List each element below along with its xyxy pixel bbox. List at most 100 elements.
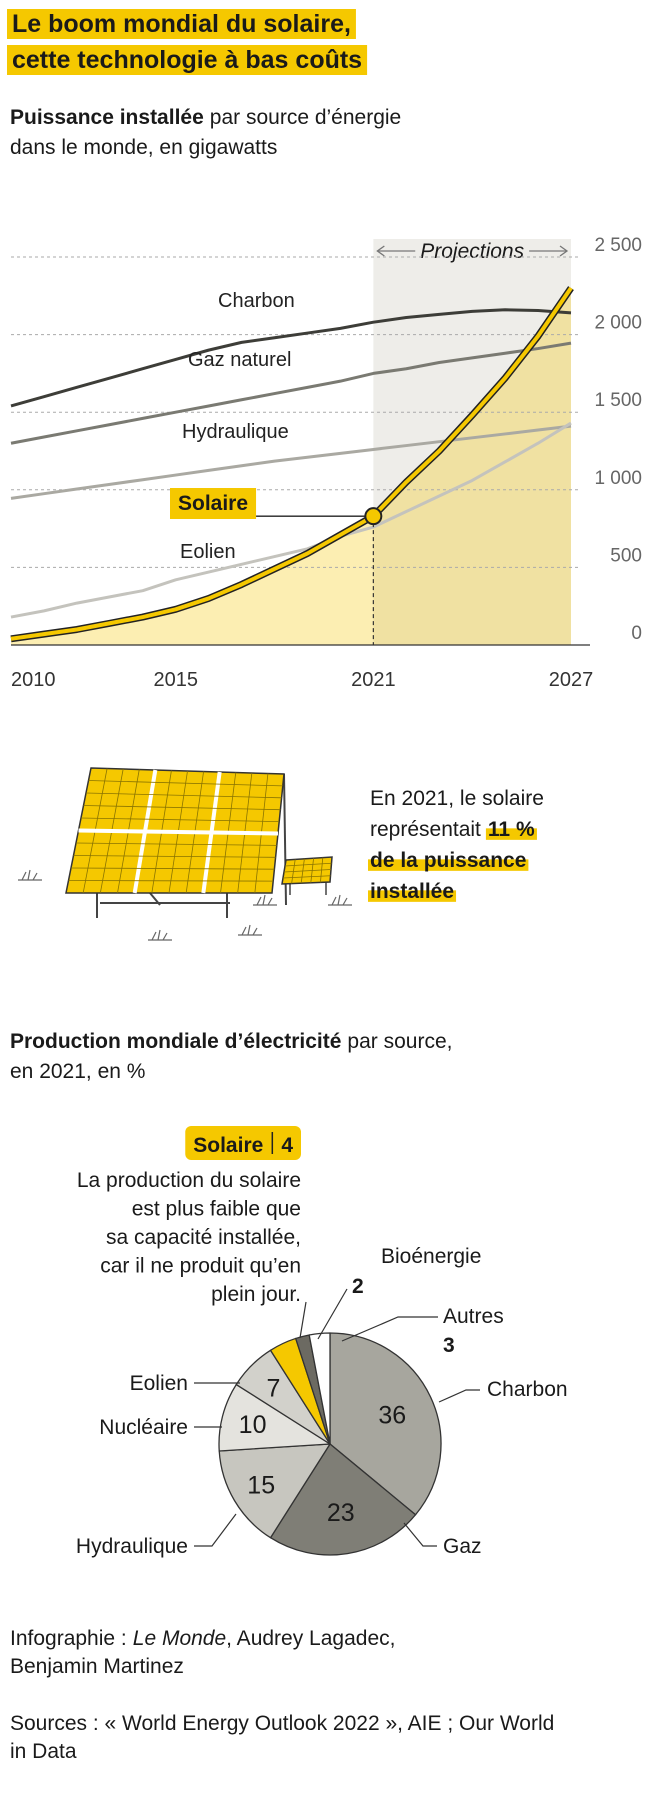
slice-label: Hydraulique — [76, 1535, 188, 1558]
slice-value: 2 — [352, 1275, 364, 1298]
leader-line — [403, 1522, 437, 1547]
solar-panel-illustration — [18, 767, 352, 941]
series-label: Solaire — [178, 492, 248, 515]
grass — [18, 869, 42, 881]
y-tick-label: 2 500 — [594, 235, 642, 256]
note-line: La production du solaire — [77, 1169, 301, 1192]
pie-slice — [218, 1443, 331, 1539]
series-label: Eolien — [180, 541, 236, 563]
callout-highlight: de la puissance — [370, 849, 526, 872]
series-line — [10, 421, 572, 619]
credit: , Audrey Lagadec, — [226, 1627, 395, 1650]
series-line — [10, 308, 572, 408]
highlight — [368, 859, 529, 871]
highlight-marker — [364, 507, 383, 526]
callout-line: En 2021, le solaire — [370, 787, 544, 810]
slice-label: Bioénergie — [381, 1245, 481, 1268]
credit: Infographie : — [10, 1627, 127, 1650]
pie-slice — [269, 1443, 417, 1556]
subtitle: par source d’énergie — [210, 106, 401, 129]
slice-label: Autres — [443, 1305, 504, 1328]
slice-value: 36 — [378, 1402, 406, 1430]
series-line — [10, 341, 572, 445]
y-tick-label: 1 000 — [594, 468, 642, 489]
slice-value: 15 — [247, 1472, 275, 1500]
subtitle: par source, — [347, 1030, 452, 1053]
subtitle: en 2021, en % — [10, 1060, 145, 1083]
x-tick-label: 2021 — [351, 669, 396, 691]
leader-line — [438, 1389, 480, 1403]
slice-label: Charbon — [487, 1378, 568, 1401]
note-line: plein jour. — [211, 1283, 301, 1306]
panel-grid — [80, 817, 280, 822]
y-tick-label: 2 000 — [594, 313, 642, 334]
panel-grid — [85, 792, 282, 799]
sources: in Data — [10, 1740, 77, 1763]
grass — [328, 894, 352, 906]
callout-highlight: 11 % — [488, 818, 535, 841]
leader-line — [194, 1513, 237, 1547]
y-tick-label: 0 — [631, 623, 642, 644]
slice-value: 10 — [239, 1411, 267, 1439]
note-line: car il ne produit qu’en — [100, 1255, 301, 1278]
callout-line: représentait — [370, 818, 481, 841]
highlight — [368, 890, 457, 902]
leader-line — [317, 1288, 348, 1340]
highlight — [170, 488, 257, 519]
grass — [238, 924, 262, 936]
callout-highlight: installée — [370, 880, 454, 903]
panel-grid — [88, 780, 283, 787]
leader-line — [341, 1316, 438, 1342]
panel-grid — [75, 842, 277, 846]
slice-value: 7 — [267, 1374, 281, 1402]
projection-arrowhead — [559, 245, 569, 257]
slice-label: Gaz — [443, 1535, 482, 1558]
subtitle: Puissance installée — [10, 106, 204, 129]
credit-publication: Le Monde — [133, 1627, 226, 1650]
slice-label: Eolien — [130, 1372, 188, 1395]
highlight — [7, 9, 356, 39]
y-tick-label: 1 500 — [594, 390, 642, 411]
panel-grid — [283, 869, 332, 873]
x-tick-label: 2015 — [153, 669, 198, 691]
panel-grid — [282, 875, 331, 879]
pie-slice — [329, 1332, 442, 1516]
panel-grid — [83, 805, 281, 811]
series-line — [10, 286, 573, 641]
panel-grid — [78, 828, 279, 836]
projection-arrowhead — [376, 245, 385, 257]
y-tick-label: 500 — [610, 545, 642, 566]
pie-slice — [308, 1332, 331, 1445]
grass — [253, 894, 277, 906]
projection-label: Projections — [420, 240, 524, 263]
title-line: cette technologie à bas coûts — [12, 46, 362, 74]
title-line: Le boom mondial du solaire, — [12, 10, 351, 38]
x-tick-label: 2027 — [549, 669, 594, 691]
series-label: Gaz naturel — [188, 349, 291, 371]
note-line: sa capacité installée, — [106, 1226, 301, 1249]
panel-grid — [68, 880, 274, 882]
highlight — [485, 828, 537, 840]
panel-grid — [70, 867, 275, 870]
slice-value: 3 — [443, 1334, 455, 1357]
series-line — [10, 424, 572, 500]
subtitle: Production mondiale d’électricité — [10, 1030, 341, 1053]
slice-value: 23 — [327, 1499, 355, 1527]
note-line: est plus faible que — [132, 1198, 301, 1221]
series-label: Hydraulique — [182, 421, 289, 443]
solar-area — [11, 288, 571, 645]
slice-value: 4 — [281, 1134, 293, 1157]
slice-label: Nucléaire — [99, 1416, 188, 1439]
leader-line — [299, 1301, 307, 1339]
slice-label: Solaire — [193, 1134, 263, 1157]
credit: Benjamin Martinez — [10, 1655, 184, 1678]
series-label: Charbon — [218, 290, 295, 312]
subtitle: dans le monde, en gigawatts — [10, 136, 277, 159]
grass — [148, 929, 172, 941]
panel-grid — [73, 855, 276, 858]
x-tick-label: 2010 — [11, 669, 56, 691]
highlight — [7, 45, 368, 75]
panel-grid — [284, 862, 332, 867]
sources: Sources : « World Energy Outlook 2022 »,… — [10, 1712, 554, 1735]
